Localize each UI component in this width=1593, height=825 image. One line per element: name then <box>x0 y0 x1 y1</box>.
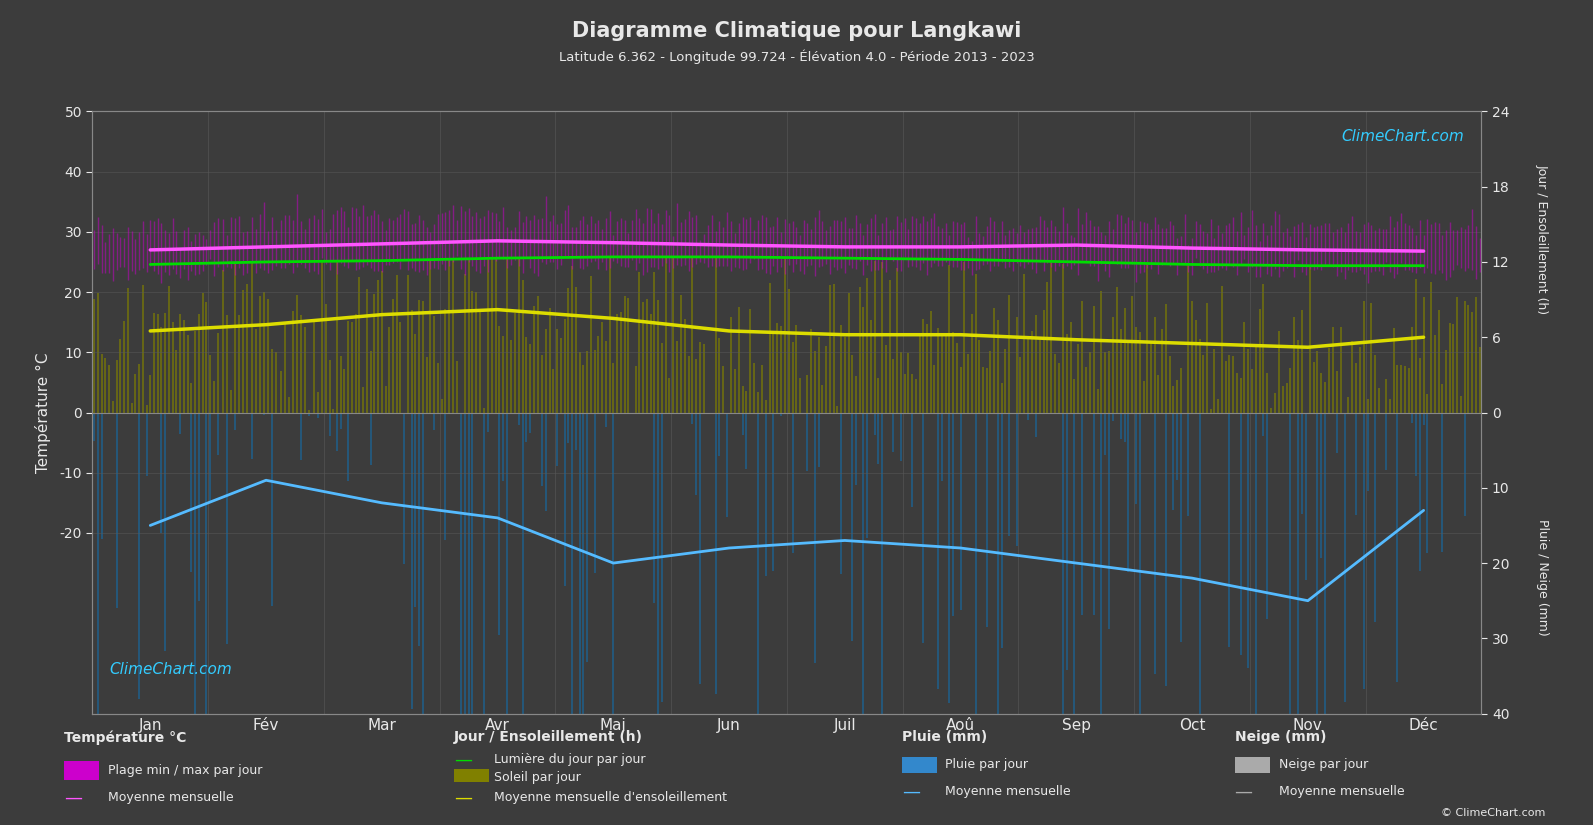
Text: —: — <box>454 789 472 807</box>
Text: Pluie par jour: Pluie par jour <box>945 758 1027 771</box>
Text: © ClimeChart.com: © ClimeChart.com <box>1440 808 1545 818</box>
Text: Moyenne mensuelle d'ensoleillement: Moyenne mensuelle d'ensoleillement <box>494 791 726 804</box>
Text: —: — <box>1235 783 1252 801</box>
Y-axis label: Température °C: Température °C <box>35 352 51 473</box>
Text: Température °C: Température °C <box>64 730 186 745</box>
Text: Soleil par jour: Soleil par jour <box>494 771 580 784</box>
Text: Jour / Ensoleillement (h): Jour / Ensoleillement (h) <box>454 730 644 744</box>
Text: Pluie / Neige (mm): Pluie / Neige (mm) <box>1536 519 1548 636</box>
Text: —: — <box>64 789 81 807</box>
Text: Moyenne mensuelle: Moyenne mensuelle <box>1279 785 1405 799</box>
Text: Pluie (mm): Pluie (mm) <box>902 730 988 744</box>
Text: Jour / Ensoleillement (h): Jour / Ensoleillement (h) <box>1536 164 1548 314</box>
Text: Plage min / max par jour: Plage min / max par jour <box>108 764 263 777</box>
Text: Diagramme Climatique pour Langkawi: Diagramme Climatique pour Langkawi <box>572 21 1021 40</box>
Text: Latitude 6.362 - Longitude 99.724 - Élévation 4.0 - Période 2013 - 2023: Latitude 6.362 - Longitude 99.724 - Élév… <box>559 50 1034 64</box>
Text: Lumière du jour par jour: Lumière du jour par jour <box>494 753 645 766</box>
Text: Neige (mm): Neige (mm) <box>1235 730 1325 744</box>
Text: ClimeChart.com: ClimeChart.com <box>110 662 233 677</box>
Text: Moyenne mensuelle: Moyenne mensuelle <box>945 785 1070 799</box>
Text: Moyenne mensuelle: Moyenne mensuelle <box>108 791 234 804</box>
Text: ClimeChart.com: ClimeChart.com <box>1341 130 1464 144</box>
Text: —: — <box>454 751 472 769</box>
Text: —: — <box>902 783 919 801</box>
Text: Neige par jour: Neige par jour <box>1279 758 1368 771</box>
